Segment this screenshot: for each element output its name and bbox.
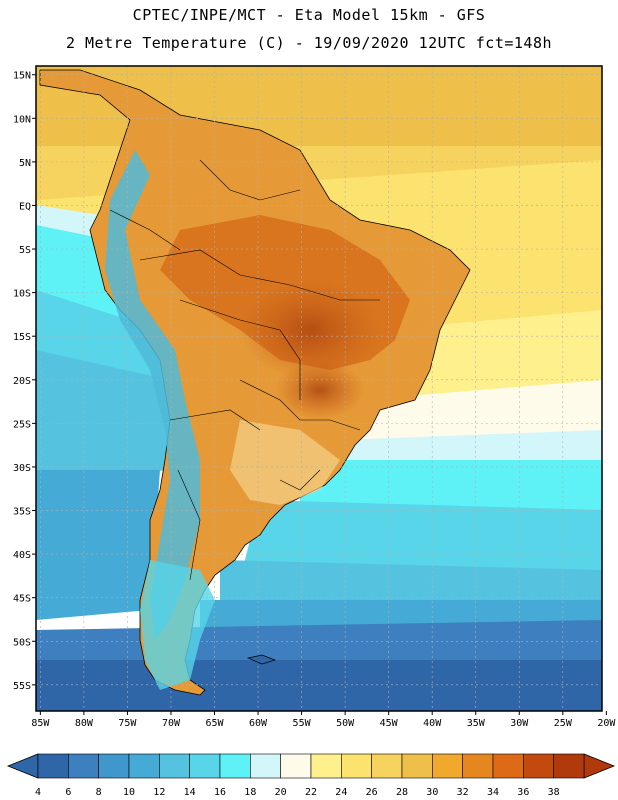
lat-tick-label: 15S — [13, 332, 31, 343]
latitude-axis: 15N 10N 5N EQ 5S 10S 15S 20S 25S 30S 35S 40S 45S 50S 5… — [13, 71, 36, 692]
lat-tick-label: 45S — [13, 594, 31, 605]
colorbar-label: 18 — [244, 787, 256, 798]
colorbar-label: 4 — [35, 787, 41, 798]
ocean-band-12-pacific — [36, 350, 170, 480]
lon-tick-label: 40W — [423, 718, 442, 729]
lat-tick-label: 10S — [13, 289, 31, 300]
colorbar-swatch — [37, 753, 69, 779]
lon-tick-label: 45W — [380, 718, 399, 729]
colorbar-label: 26 — [366, 787, 378, 798]
hot-core-pantanal — [275, 360, 365, 420]
colorbar-left-arrow — [6, 753, 39, 779]
lat-tick-label: 5S — [19, 245, 31, 256]
lat-tick-label: 40S — [13, 550, 31, 561]
colorbar-swatch — [219, 753, 251, 779]
ocean-band-14-atlantic — [240, 500, 602, 580]
colorbar-label: 32 — [457, 787, 469, 798]
colorbar-swatch — [280, 753, 312, 779]
colorbar-swatch — [492, 753, 524, 779]
lon-tick-label: 55W — [293, 718, 312, 729]
colorbar-label: 12 — [153, 787, 165, 798]
lon-tick-label: 25W — [554, 718, 573, 729]
longitude-axis: 85W 80W 75W 70W 65W 60W 55W 50W 45W 40W 35W 30W 25W 2… — [31, 711, 616, 729]
lat-tick-label: EQ — [19, 201, 31, 212]
ocean-band-6 — [36, 660, 602, 711]
lon-tick-label: 50W — [336, 718, 355, 729]
andes-cool-strip — [105, 150, 200, 640]
colorbar-swatch — [462, 753, 494, 779]
lon-tick-label: 20W — [597, 718, 616, 729]
lat-tick-label: 30S — [13, 463, 31, 474]
colorbar-swatch — [68, 753, 99, 779]
colorbar-label: 6 — [65, 787, 71, 798]
colorbar-label: 34 — [487, 787, 499, 798]
map-title-line-2: 2 Metre Temperature (C) - 19/09/2020 12U… — [65, 34, 553, 52]
colorbar-label: 24 — [335, 787, 347, 798]
colorbar-swatch — [98, 753, 130, 779]
lon-tick-label: 75W — [118, 718, 137, 729]
lat-tick-label: 15N — [13, 71, 31, 82]
lat-tick-label: 20S — [13, 376, 31, 387]
colorbar-swatch — [310, 753, 342, 779]
country-borders — [109, 159, 380, 581]
lon-tick-label: 65W — [205, 718, 224, 729]
lat-tick-label: 10N — [13, 114, 31, 125]
colorbar-swatch — [159, 753, 190, 779]
map-field — [36, 66, 602, 711]
graticule — [36, 66, 602, 711]
colorbar-label: 30 — [426, 787, 438, 798]
colorbar-label: 14 — [184, 787, 196, 798]
colorbar-label: 16 — [214, 787, 226, 798]
colorbar-label: 36 — [517, 787, 529, 798]
colorbar-swatch — [128, 753, 160, 779]
hot-core-center-west — [240, 280, 380, 380]
colorbar-swatch — [250, 753, 281, 779]
map-title-line-1: CPTEC/INPE/MCT - Eta Model 15km - GFS — [132, 6, 486, 24]
colorbar-swatch — [189, 753, 221, 779]
lat-tick-label: 55S — [13, 681, 31, 692]
colorbar-right-arrow — [583, 753, 616, 779]
colorbar-swatch — [401, 753, 433, 779]
colorbar: 4 6 8 10 12 14 16 18 20 22 24 26 28 30 32 34 36 38 — [6, 753, 616, 798]
colorbar-swatch — [553, 753, 585, 779]
falkland-islands — [246, 654, 277, 665]
lat-tick-label: 35S — [13, 507, 31, 518]
lon-tick-label: 35W — [467, 718, 486, 729]
southern-cone-cool — [230, 420, 340, 505]
lon-tick-label: 85W — [31, 718, 50, 729]
map-frame — [35, 65, 603, 712]
lon-tick-label: 80W — [75, 718, 94, 729]
colorbar-swatch — [371, 753, 403, 779]
colorbar-label: 38 — [548, 787, 560, 798]
colorbar-label: 20 — [275, 787, 287, 798]
lon-tick-label: 60W — [249, 718, 268, 729]
colorbar-label: 8 — [96, 787, 102, 798]
lat-tick-label: 25S — [13, 419, 31, 430]
lon-tick-label: 70W — [162, 718, 181, 729]
colorbar-swatch — [432, 753, 463, 779]
colorbar-label: 22 — [305, 787, 317, 798]
colorbar-label: 10 — [123, 787, 135, 798]
colorbar-swatch — [341, 753, 372, 779]
colorbar-label: 28 — [396, 787, 408, 798]
patagonia-cold-region — [140, 560, 215, 690]
lat-tick-label: 5N — [19, 158, 31, 169]
ocean-band-10-pacific — [36, 470, 160, 620]
lon-tick-label: 30W — [510, 718, 529, 729]
lat-tick-label: 50S — [13, 637, 31, 648]
colorbar-swatch — [523, 753, 554, 779]
